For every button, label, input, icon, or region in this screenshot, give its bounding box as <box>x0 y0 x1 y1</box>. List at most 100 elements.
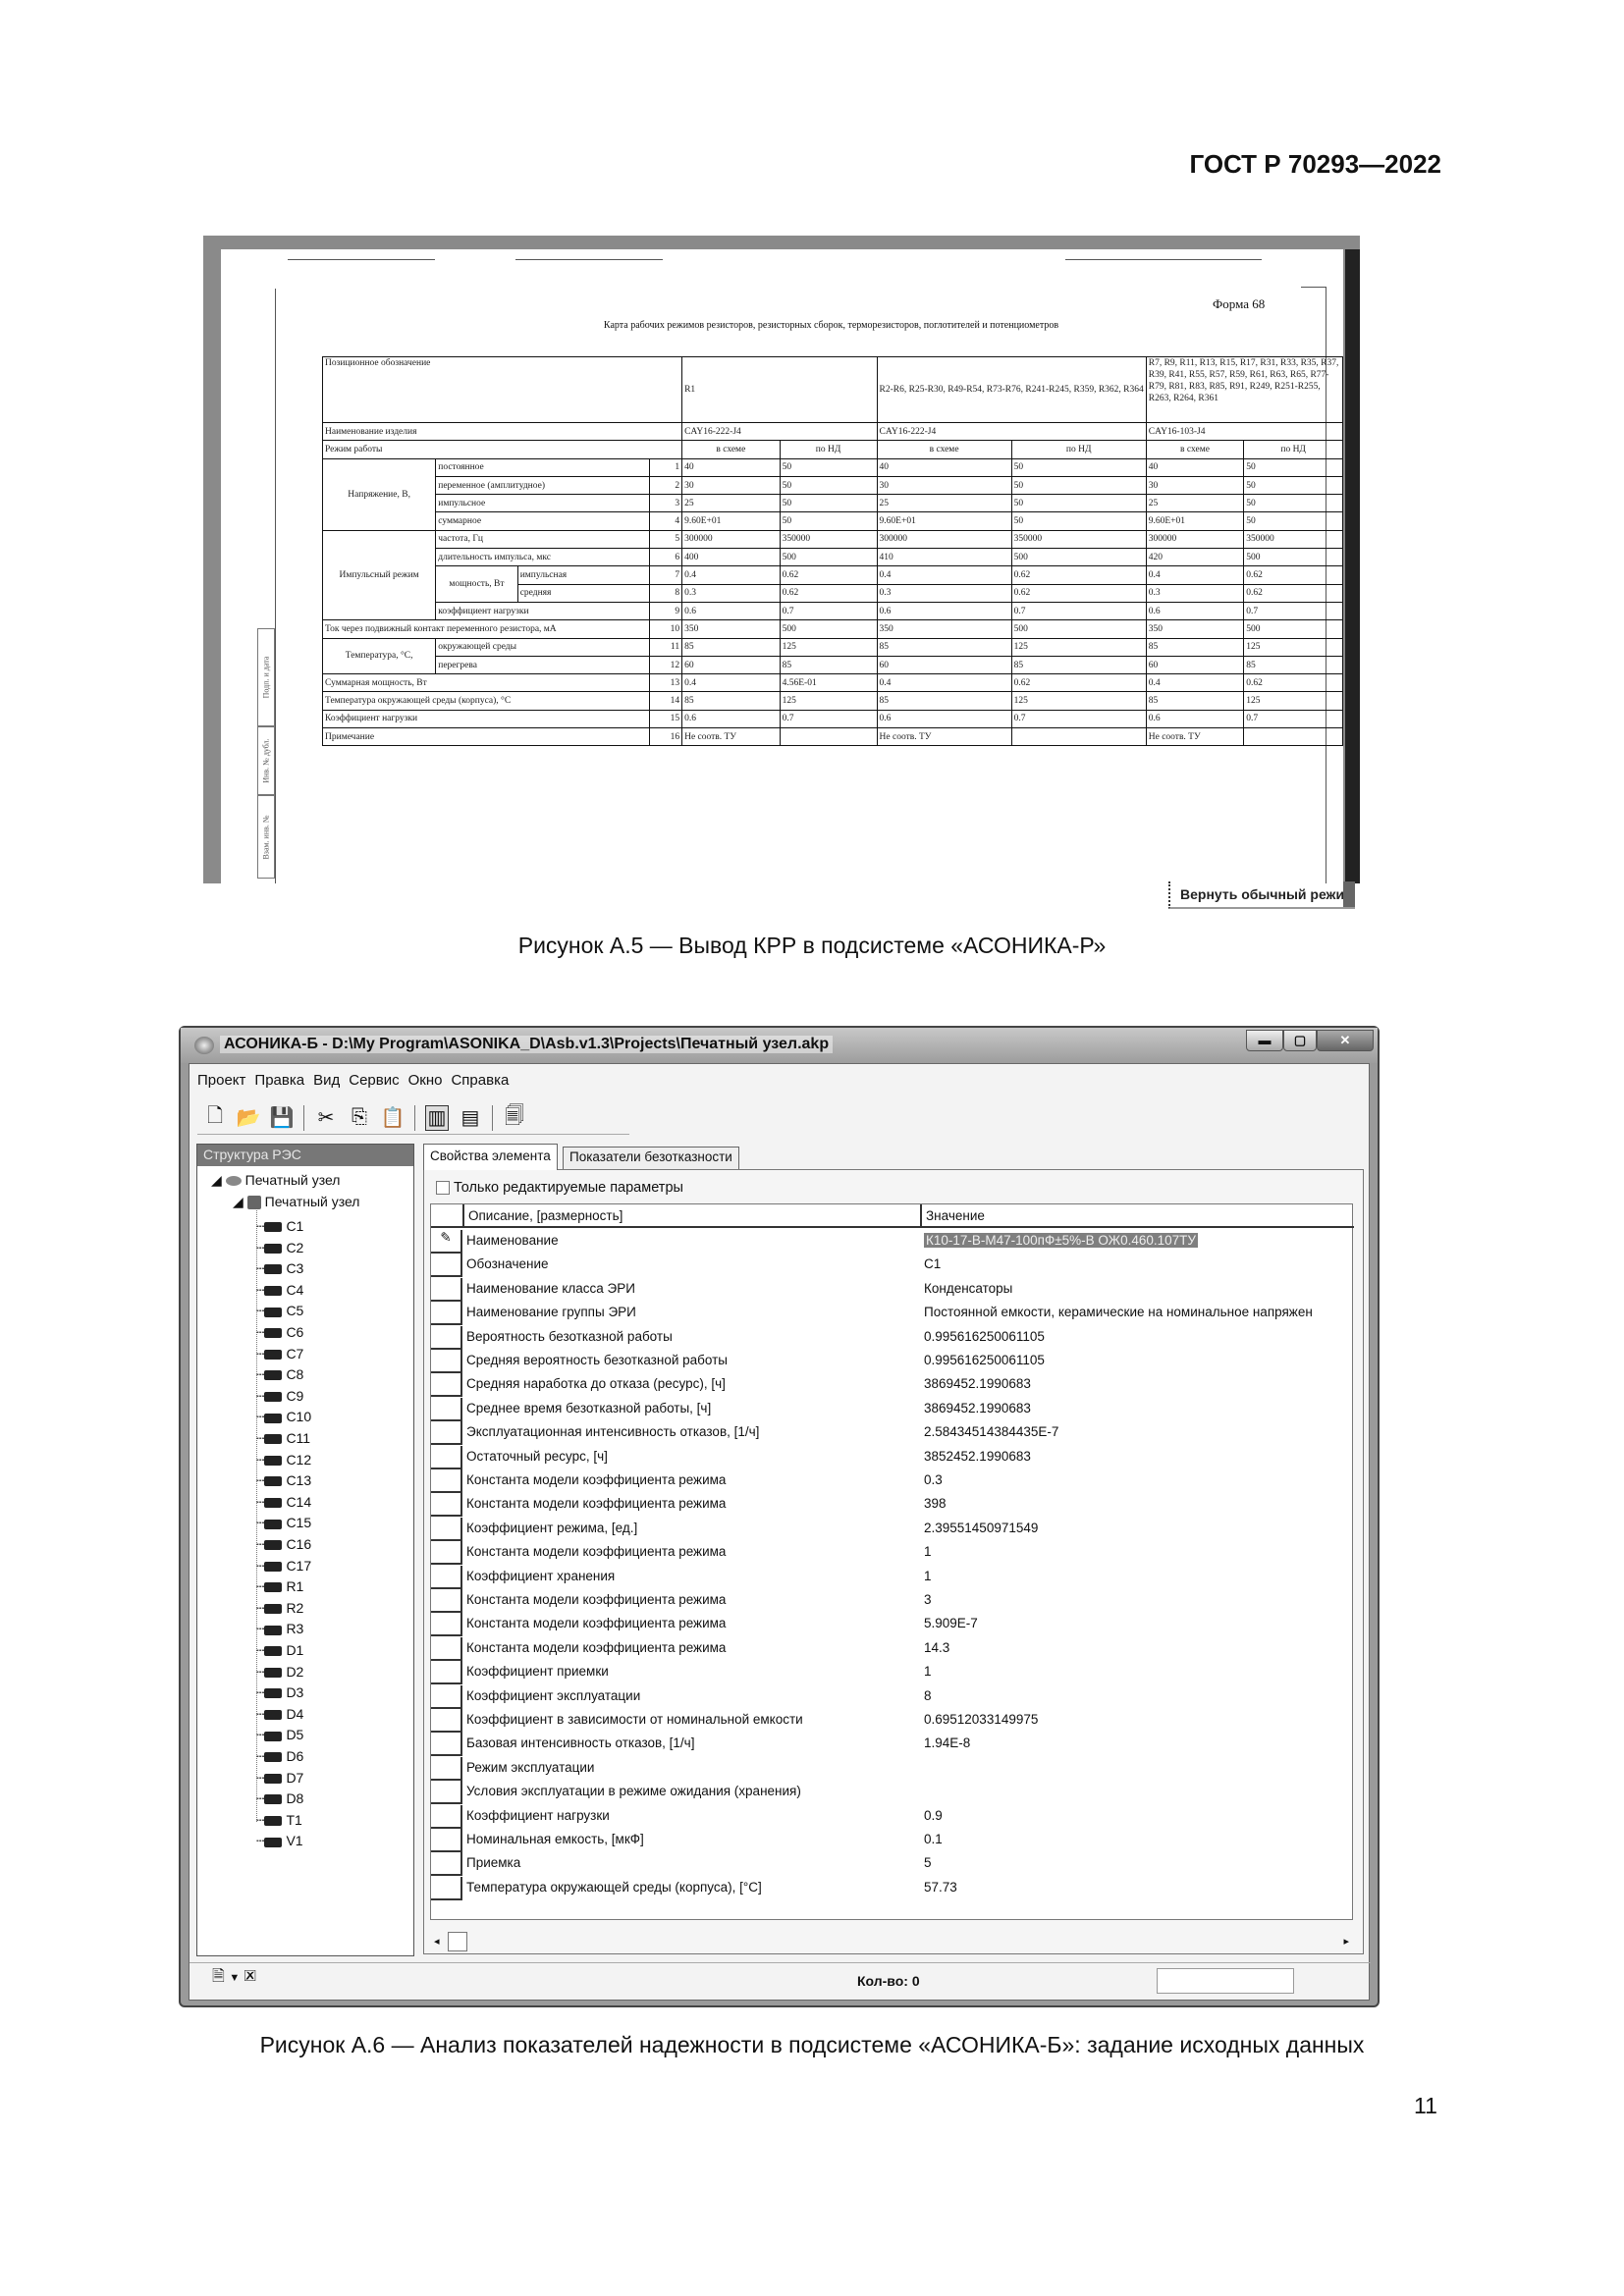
dropdown-arrow-icon[interactable] <box>1343 881 1355 907</box>
table-icon[interactable]: ▤ <box>460 1107 480 1129</box>
grid-row[interactable]: Константа модели коэффициента режима 398 <box>431 1493 1350 1518</box>
grid-row[interactable]: Наименование класса ЭРИ Конденсаторы <box>431 1277 1350 1302</box>
minimize-button[interactable]: ▬ <box>1246 1030 1283 1051</box>
grid-row[interactable]: Константа модели коэффициента режима 3 <box>431 1589 1350 1613</box>
scroll-left-icon[interactable]: ◂ <box>434 1936 440 1948</box>
tree-item[interactable]: ┄ D3 <box>256 1682 303 1702</box>
tree-item[interactable]: ┄ C2 <box>256 1238 303 1257</box>
grid-row[interactable]: Коэффициент нагрузки 0.9 <box>431 1804 1350 1829</box>
only-editable-checkbox[interactable]: Только редактируемые параметры <box>436 1180 683 1196</box>
restore-normal-mode-button[interactable]: Вернуть обычный режим <box>1168 881 1355 909</box>
grid-row[interactable]: Режим эксплуатации <box>431 1756 1350 1781</box>
property-value[interactable]: 3 <box>924 1592 932 1607</box>
open-folder-icon[interactable]: 📂 <box>236 1107 261 1129</box>
grid-row[interactable]: Коэффициент режима, [ед.] 2.3955145097154… <box>431 1517 1350 1541</box>
property-value[interactable]: 1 <box>924 1664 932 1680</box>
tree-item[interactable]: ┄ C6 <box>256 1322 303 1342</box>
maximize-button[interactable]: ▢ <box>1283 1030 1317 1051</box>
tree-item[interactable]: ┄ D6 <box>256 1746 303 1766</box>
grid-row[interactable]: Средняя вероятность безотказной работы 0.… <box>431 1350 1350 1373</box>
tree-item[interactable]: ┄ C1 <box>256 1216 303 1236</box>
property-value[interactable]: 5.909E-7 <box>924 1616 978 1631</box>
paste-icon[interactable]: 📋 <box>380 1107 406 1129</box>
tree-item[interactable]: ┄ C13 <box>256 1470 311 1490</box>
property-value[interactable]: 398 <box>924 1496 947 1512</box>
property-value[interactable]: 1.94E-8 <box>924 1735 971 1751</box>
tree-item[interactable]: ┄ R3 <box>256 1619 303 1638</box>
add-element-icon[interactable]: 🗎 <box>212 1968 225 1985</box>
grid-row[interactable]: Наименование группы ЭРИ Постоянной емкост… <box>431 1302 1350 1326</box>
save-icon[interactable]: 💾 <box>269 1107 295 1129</box>
property-value[interactable]: 0.995616250061105 <box>924 1328 1045 1344</box>
horizontal-scrollbar[interactable]: ◂ ▸ <box>430 1932 1353 1951</box>
tree-item[interactable]: ┄ C8 <box>256 1364 303 1384</box>
property-value[interactable]: 0.995616250061105 <box>924 1353 1045 1367</box>
tree-item[interactable]: ┄ C4 <box>256 1280 303 1300</box>
property-value[interactable]: 0.69512033149975 <box>924 1712 1039 1727</box>
grid-row[interactable]: Температура окружающей среды (корпуса), … <box>431 1876 1350 1900</box>
grid-row[interactable]: Остаточный ресурс, [ч] 3852452.1990683 <box>431 1445 1350 1469</box>
property-value[interactable]: 3869452.1990683 <box>924 1376 1031 1392</box>
tree-item[interactable]: ┄ T1 <box>256 1810 302 1830</box>
scroll-right-icon[interactable]: ▸ <box>1343 1936 1349 1948</box>
property-value[interactable]: 57.73 <box>924 1879 957 1895</box>
new-file-icon[interactable]: 🗋 <box>206 1104 224 1127</box>
grid-row[interactable]: Эксплуатационная интенсивность отказов, … <box>431 1421 1350 1446</box>
scroll-thumb[interactable] <box>448 1932 467 1951</box>
tree-item[interactable]: ┄ C16 <box>256 1534 311 1554</box>
dropdown-arrow-icon[interactable]: ▼ <box>229 1972 241 1984</box>
tree-item[interactable]: ┄ C14 <box>256 1492 311 1512</box>
tree-item[interactable]: ┄ R1 <box>256 1576 303 1596</box>
chart-icon[interactable]: ▥ <box>425 1104 449 1131</box>
grid-row[interactable]: Константа модели коэффициента режима 14.3 <box>431 1636 1350 1661</box>
tree-item[interactable]: ┄ D1 <box>256 1640 303 1660</box>
tree-item[interactable]: ┄ V1 <box>256 1831 303 1850</box>
tree-item[interactable]: ┄ C5 <box>256 1301 303 1320</box>
property-value[interactable]: 2.58434514384435E-7 <box>924 1424 1059 1440</box>
grid-row[interactable]: Константа модели коэффициента режима 5.90… <box>431 1613 1350 1637</box>
grid-row[interactable]: Константа модели коэффициента режима 1 <box>431 1541 1350 1566</box>
property-value[interactable]: 14.3 <box>924 1639 950 1655</box>
property-value[interactable]: К10-17-В-М47-100пФ±5%-В ОЖ0.460.107ТУ <box>924 1233 1198 1248</box>
property-value[interactable]: 0.1 <box>924 1832 943 1846</box>
property-value[interactable]: 0.3 <box>924 1472 943 1487</box>
property-value[interactable]: 3869452.1990683 <box>924 1400 1031 1415</box>
title-bar[interactable]: АСОНИКА-Б - D:\My Program\ASONIKA_D\Asb.… <box>181 1028 1378 1063</box>
menu-item[interactable]: Проект <box>197 1072 246 1089</box>
tree-item[interactable]: ┄ C3 <box>256 1258 303 1278</box>
tab-reliability-indicators[interactable]: Показатели безотказности <box>563 1147 739 1169</box>
grid-row[interactable]: Средняя наработка до отказа (ресурс), [ч… <box>431 1373 1350 1398</box>
grid-row[interactable]: Условия эксплуатации в режиме ожидания (… <box>431 1781 1350 1805</box>
cut-icon[interactable]: ✂ <box>317 1107 335 1129</box>
property-value[interactable]: 1 <box>924 1544 932 1560</box>
property-value[interactable]: 5 <box>924 1855 932 1871</box>
tree-item[interactable]: ┄ D8 <box>256 1789 303 1808</box>
grid-row[interactable]: Среднее время безотказной работы, [ч] 386… <box>431 1397 1350 1421</box>
menu-item[interactable]: Вид <box>313 1072 341 1089</box>
grid-row[interactable]: Коэффициент приемки 1 <box>431 1661 1350 1685</box>
scrollbar[interactable] <box>1345 249 1360 883</box>
grid-row[interactable]: Вероятность безотказной работы 0.99561625… <box>431 1325 1350 1350</box>
tree-item[interactable]: ┄ C11 <box>256 1428 310 1448</box>
column-header-value[interactable]: Значение <box>920 1204 1352 1228</box>
tree-item[interactable]: ┄ D7 <box>256 1768 303 1788</box>
checkbox[interactable] <box>436 1181 450 1196</box>
close-button[interactable]: ✕ <box>1317 1030 1374 1051</box>
grid-row[interactable]: Коэффициент эксплуатации 8 <box>431 1684 1350 1709</box>
tree-item[interactable]: ┄ C15 <box>256 1513 311 1532</box>
grid-row[interactable]: Номинальная емкость, [мкФ] 0.1 <box>431 1829 1350 1852</box>
tree-item[interactable]: ┄ C12 <box>256 1450 311 1469</box>
tree-item[interactable]: ┄ D2 <box>256 1662 303 1682</box>
tree-item[interactable]: ┄ C9 <box>256 1386 303 1406</box>
grid-row[interactable]: Приемка 5 <box>431 1852 1350 1877</box>
delete-element-icon[interactable]: 🗷 <box>244 1968 256 1985</box>
column-header-description[interactable]: Описание, [размерность] <box>462 1204 924 1228</box>
property-value[interactable]: 8 <box>924 1687 932 1703</box>
menu-item[interactable]: Правка <box>254 1072 305 1089</box>
property-value[interactable]: Постоянной емкости, керамические на номи… <box>924 1305 1313 1320</box>
tree-root[interactable]: ◢ Печатный узел <box>211 1172 341 1188</box>
grid-row[interactable]: ✎ Наименование К10-17-В-М47-100пФ±5%-В ОЖ0… <box>431 1230 1350 1254</box>
grid-row[interactable]: Коэффициент хранения 1 <box>431 1565 1350 1589</box>
tab-element-properties[interactable]: Свойства элемента <box>423 1144 558 1170</box>
property-value[interactable]: 0.9 <box>924 1807 943 1823</box>
